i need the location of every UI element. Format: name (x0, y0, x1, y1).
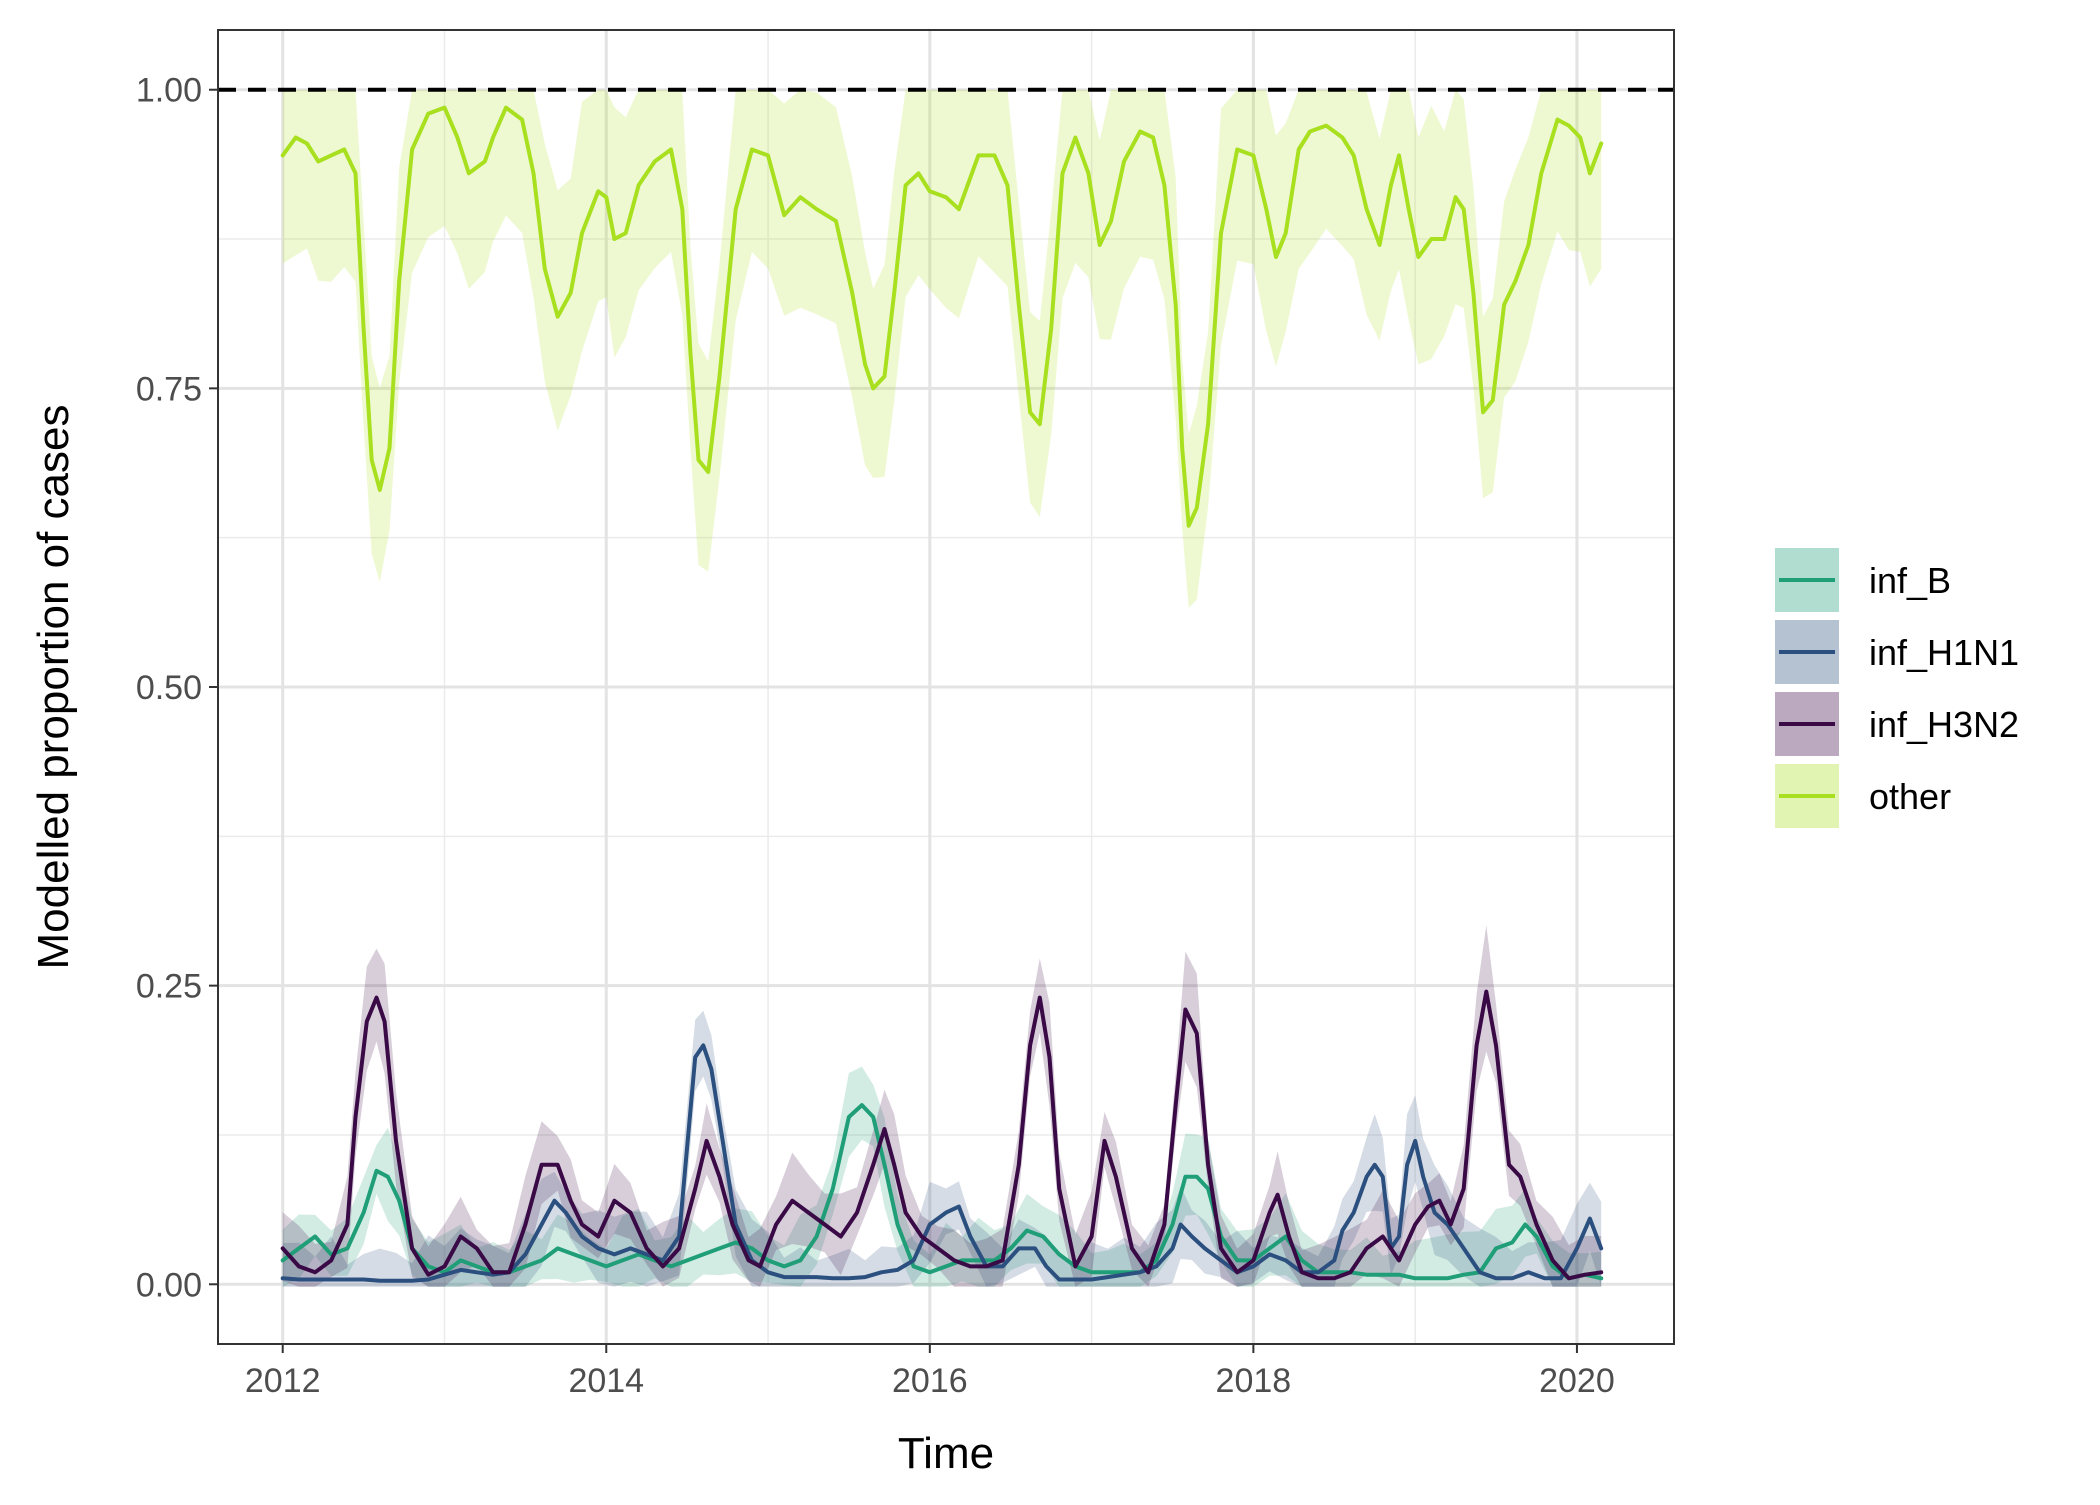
series-line-inf_H3N2 (280, 989, 1604, 1281)
plot-panel (218, 30, 1674, 1344)
y-tick-label: 0.50 (136, 669, 202, 707)
legend-label: inf_H1N1 (1869, 632, 2019, 673)
y-tick-label: 0.00 (136, 1266, 202, 1304)
x-tick-label: 2014 (568, 1362, 644, 1400)
x-tick-label: 2018 (1216, 1362, 1292, 1400)
band-inf_B (282, 1066, 1602, 1287)
legend-item-other: other (1775, 764, 1951, 828)
band-inf_H3N2 (282, 925, 1602, 1287)
legend-item-inf_H3N2: inf_H3N2 (1775, 692, 2019, 756)
data-layer (218, 87, 1674, 1287)
series-line-other (280, 105, 1604, 528)
legend-item-inf_B: inf_B (1775, 548, 1951, 612)
x-tick-label: 2012 (245, 1362, 321, 1400)
legend-label: other (1869, 776, 1951, 817)
x-tick-label: 2020 (1539, 1362, 1615, 1400)
x-axis-title: Time (898, 1429, 994, 1478)
x-tick-label: 2016 (892, 1362, 968, 1400)
legend-label: inf_B (1869, 560, 1951, 601)
band-inf_H1N1 (282, 1010, 1602, 1287)
y-tick-label: 0.75 (136, 370, 202, 408)
y-tick-label: 0.25 (136, 968, 202, 1006)
axes: 2012 2014 2016 2018 2020 0.00 0.25 0.50 0.75 1.00 (136, 29, 1675, 1400)
legend-label: inf_H3N2 (1869, 704, 2019, 745)
legend-item-inf_H1N1: inf_H1N1 (1775, 620, 2019, 684)
y-axis-title: Modelled proportion of cases (29, 405, 78, 970)
y-tick-label: 1.00 (136, 72, 202, 110)
series-line-inf_H1N1 (280, 1043, 1604, 1283)
